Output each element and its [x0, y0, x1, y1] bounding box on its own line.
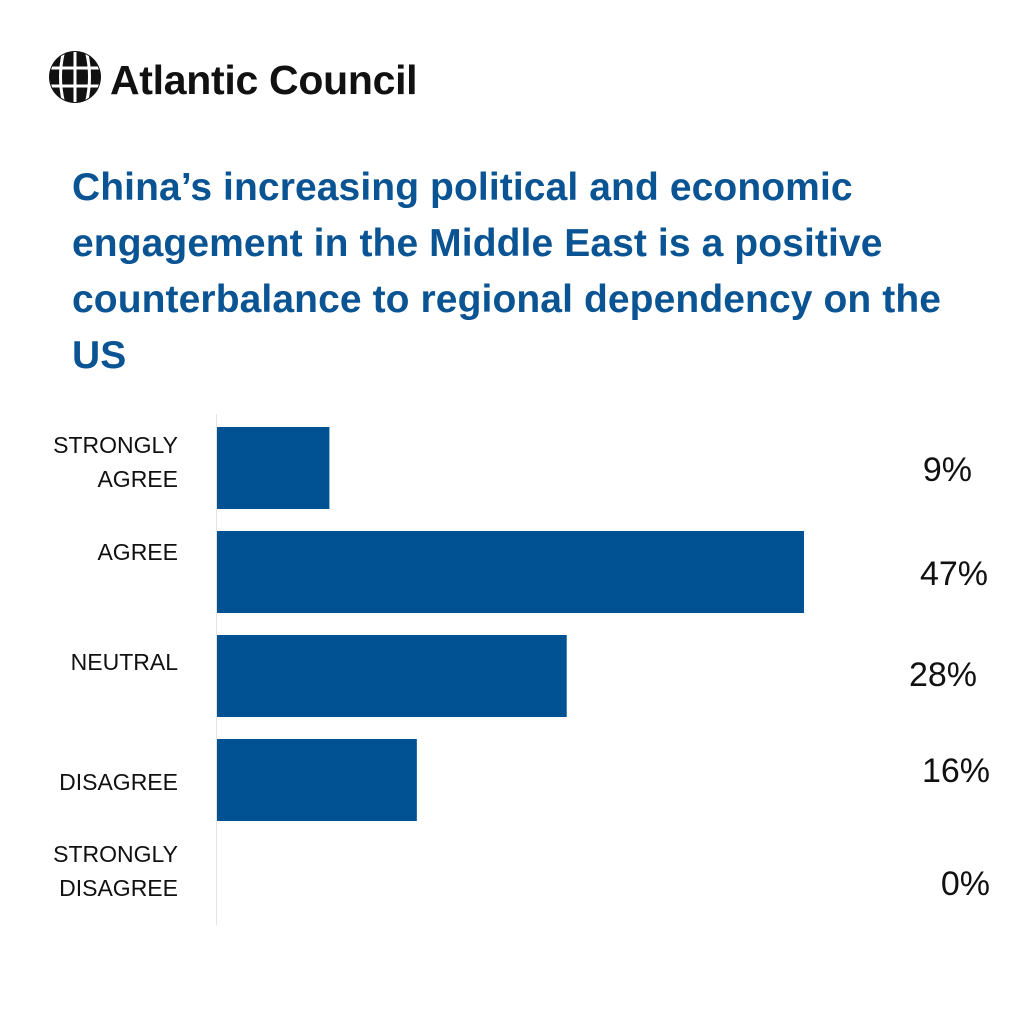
globe-icon [48, 50, 102, 104]
brand: Atlantic Council [48, 50, 418, 104]
bar [217, 427, 330, 509]
value-label: 9% [923, 451, 972, 489]
bar [217, 635, 567, 717]
category-label: DISAGREE [59, 769, 178, 795]
value-label: 47% [920, 555, 988, 593]
bar [217, 531, 805, 613]
bar [217, 739, 417, 821]
category-label: NEUTRAL [71, 649, 179, 675]
category-label: STRONGLY [53, 432, 178, 458]
category-label: AGREE [97, 539, 178, 565]
category-label: AGREE [97, 466, 178, 492]
category-label: DISAGREE [59, 875, 178, 901]
brand-name: Atlantic Council [110, 57, 418, 103]
category-label: STRONGLY [53, 841, 178, 867]
value-label: 28% [909, 656, 977, 694]
chart-title: China’s increasing political and economi… [72, 166, 942, 377]
value-label: 16% [922, 752, 990, 790]
value-label: 0% [941, 865, 990, 903]
